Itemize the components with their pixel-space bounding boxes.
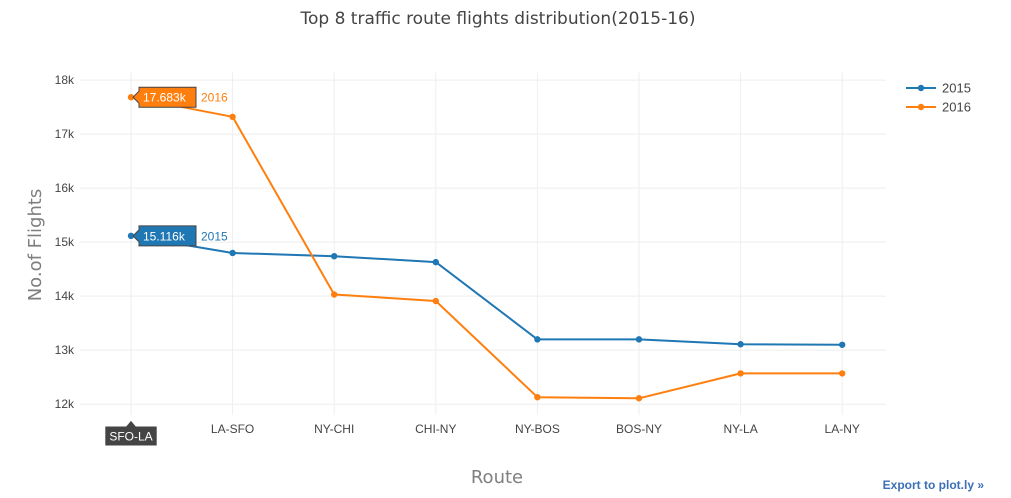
y-tick-label: 14k bbox=[55, 289, 75, 303]
data-point-2016 bbox=[534, 393, 541, 401]
hover-value-2016: 17.683k bbox=[143, 91, 187, 105]
series-line-2016 bbox=[130, 96, 843, 400]
hover-series-name-2015: 2015 bbox=[201, 229, 228, 243]
series-line-2015 bbox=[130, 234, 843, 346]
y-tick-label: 15k bbox=[55, 235, 75, 249]
export-to-plotly-link[interactable]: Export to plot.ly » bbox=[882, 478, 984, 492]
legend-label-2016: 2016 bbox=[942, 100, 971, 115]
data-point-2015 bbox=[229, 249, 236, 257]
legend-marker-2016 bbox=[917, 103, 925, 111]
y-tick-label: 12k bbox=[55, 397, 75, 411]
x-tick-label: NY-BOS bbox=[515, 422, 560, 436]
x-axis-title: Route bbox=[471, 467, 523, 488]
x-tick-label: CHI-NY bbox=[415, 422, 456, 436]
hover-series-name-2016: 2016 bbox=[201, 91, 228, 105]
data-point-2016 bbox=[331, 291, 338, 298]
data-point-2015 bbox=[635, 336, 643, 343]
data-point-2015 bbox=[839, 341, 846, 348]
hover-x-box bbox=[104, 419, 158, 447]
hover-box-2016 bbox=[132, 86, 197, 108]
hover-value-2015: 15.116k bbox=[143, 229, 186, 243]
data-point-2015 bbox=[534, 336, 541, 343]
legend-label-2015: 2015 bbox=[942, 81, 971, 96]
y-tick-label: 18k bbox=[55, 73, 75, 87]
y-tick-labels: 12k 13k 14k 15k 16k 17k 18k bbox=[55, 73, 75, 411]
data-point-2016 bbox=[229, 113, 236, 121]
data-point-2016 bbox=[432, 297, 439, 305]
y-tick-label: 17k bbox=[55, 127, 75, 141]
y-tick-label: 13k bbox=[55, 343, 75, 357]
x-tick-label: NY-CHI bbox=[314, 422, 354, 436]
grid-lines bbox=[80, 72, 886, 415]
data-point-2015 bbox=[737, 341, 744, 348]
x-tick-label: LA-NY bbox=[825, 422, 860, 436]
data-point-2016 bbox=[737, 370, 744, 377]
data-point-2016 bbox=[127, 94, 135, 101]
data-point-2016 bbox=[839, 370, 846, 377]
y-axis-title: No.of Flights bbox=[25, 189, 46, 302]
data-point-2015 bbox=[127, 232, 135, 240]
data-point-2015 bbox=[432, 258, 439, 266]
x-tick-labels: LA-SFO NY-CHI CHI-NY NY-BOS BOS-NY NY-LA LA-NY bbox=[211, 422, 860, 436]
data-point-2015 bbox=[331, 252, 338, 260]
y-tick-label: 16k bbox=[55, 181, 75, 195]
hover-x-label: SFO-LA bbox=[109, 430, 152, 444]
legend: 2015 2016 bbox=[906, 81, 971, 115]
x-tick-label: NY-LA bbox=[723, 422, 757, 436]
series-layer bbox=[127, 94, 846, 402]
hover-labels: 15.116k 2015 17.683k 2016 SFO-LA bbox=[104, 86, 228, 447]
x-tick-label: BOS-NY bbox=[616, 422, 662, 436]
chart-title: Top 8 traffic route flights distribution… bbox=[300, 9, 696, 29]
legend-marker-2015 bbox=[917, 84, 925, 92]
x-tick-label: LA-SFO bbox=[211, 422, 254, 436]
data-point-2016 bbox=[635, 395, 643, 402]
hover-box-2015 bbox=[132, 225, 197, 247]
